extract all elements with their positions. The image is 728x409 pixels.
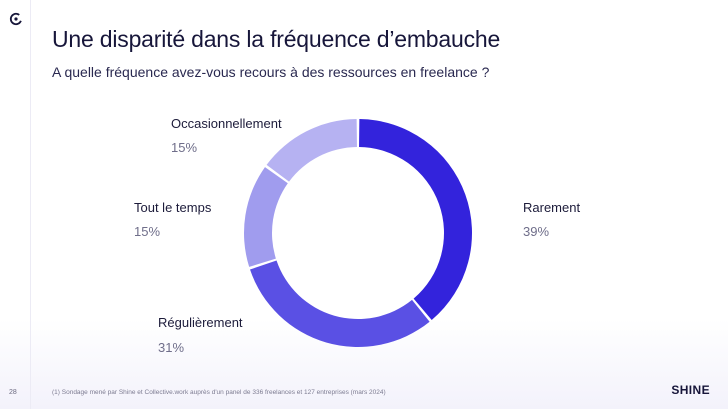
donut-segment-regulierement: [250, 260, 430, 348]
label-regulierement: Régulièrement: [158, 315, 243, 330]
donut-segment-rarement: [359, 119, 472, 320]
value-occasionnellement: 15%: [171, 140, 198, 155]
donut-segment-tout-le-temps: [244, 167, 288, 267]
brand-logo: SHINE: [671, 383, 710, 397]
label-tout-le-temps: Tout le temps: [134, 200, 212, 215]
question-subtitle: A quelle fréquence avez-vous recours à d…: [52, 64, 490, 80]
circle-c-logo-icon: [9, 12, 23, 26]
left-margin-rule: [30, 0, 31, 409]
label-occasionnellement: Occasionnellement: [171, 116, 282, 131]
label-rarement: Rarement: [523, 200, 581, 215]
value-tout-le-temps: 15%: [134, 224, 161, 239]
value-regulierement: 31%: [158, 340, 185, 355]
value-rarement: 39%: [523, 224, 550, 239]
page-title: Une disparité dans la fréquence d’embauc…: [52, 26, 501, 52]
page-number: 28: [9, 389, 17, 396]
donut-segment-occasionnellement: [266, 119, 357, 182]
footnote: (1) Sondage mené par Shine et Collective…: [52, 389, 386, 396]
